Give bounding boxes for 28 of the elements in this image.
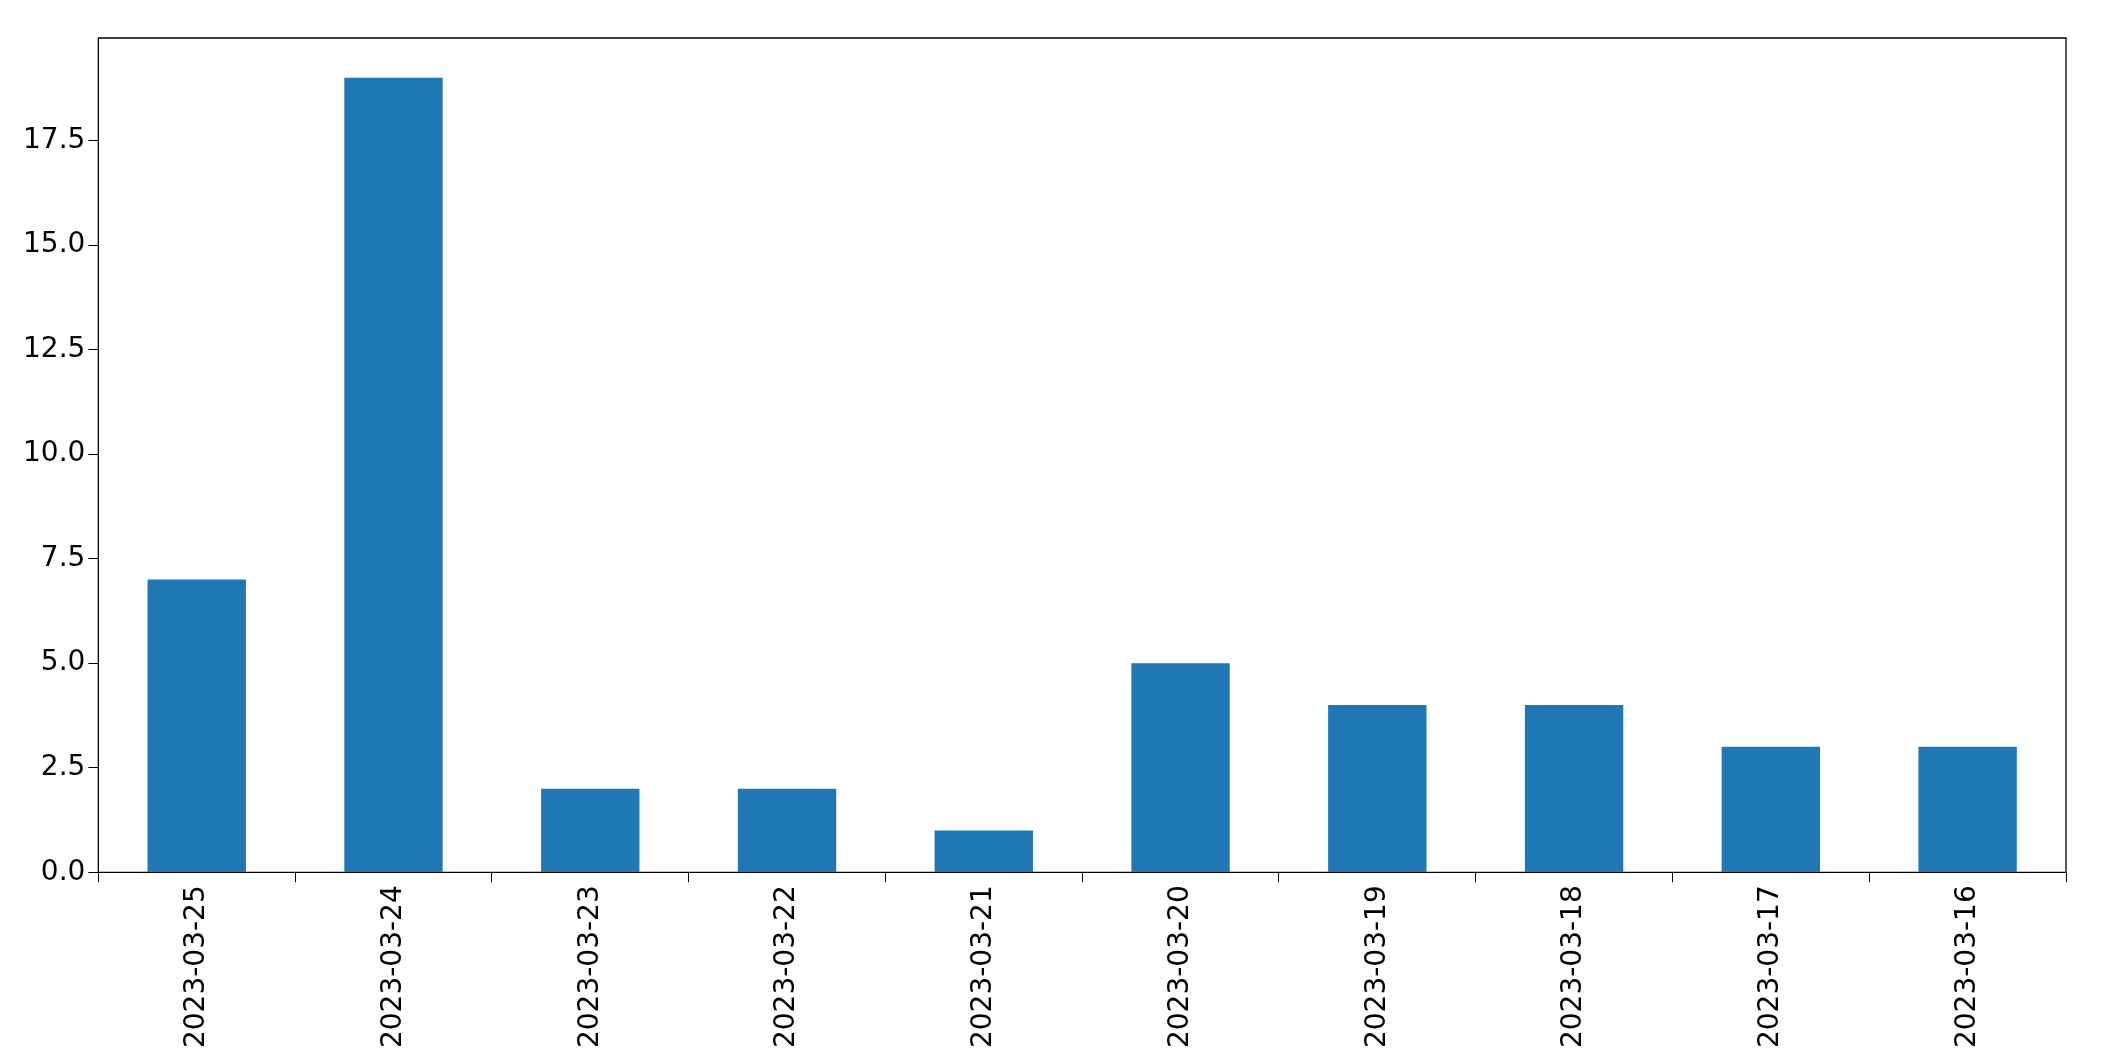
bar (737, 788, 837, 872)
bar (1131, 663, 1230, 872)
bar (147, 579, 246, 872)
y-tick-label: 17.5 (23, 121, 86, 155)
x-tick-label: 2023-03-22 (768, 885, 802, 1049)
x-tick-label: 2023-03-17 (1752, 885, 1786, 1049)
x-tick-label: 2023-03-18 (1555, 885, 1589, 1049)
x-tick-label: 2023-03-21 (965, 885, 999, 1049)
y-tick-label: 5.0 (40, 644, 86, 678)
x-tick-label: 2023-03-24 (374, 885, 408, 1049)
y-tick-label: 7.5 (40, 539, 86, 573)
bar (541, 788, 640, 872)
y-tick-label: 2.5 (40, 749, 86, 783)
y-tick-label: 12.5 (23, 330, 86, 364)
bar (1328, 705, 1427, 872)
y-tick-label: 10.0 (23, 435, 86, 469)
bar (344, 77, 443, 872)
x-tick-label: 2023-03-16 (1948, 885, 1982, 1049)
x-tick-label: 2023-03-20 (1161, 885, 1195, 1049)
bar (934, 830, 1033, 872)
bar (1721, 746, 1821, 872)
y-tick-label: 15.0 (23, 226, 86, 260)
x-tick-label: 2023-03-23 (571, 885, 605, 1049)
x-tick-label: 2023-03-19 (1358, 885, 1392, 1049)
bar (1524, 705, 1624, 872)
bar (1918, 746, 2017, 872)
x-tick-label: 2023-03-25 (178, 885, 212, 1049)
y-tick-label: 0.0 (40, 853, 86, 887)
